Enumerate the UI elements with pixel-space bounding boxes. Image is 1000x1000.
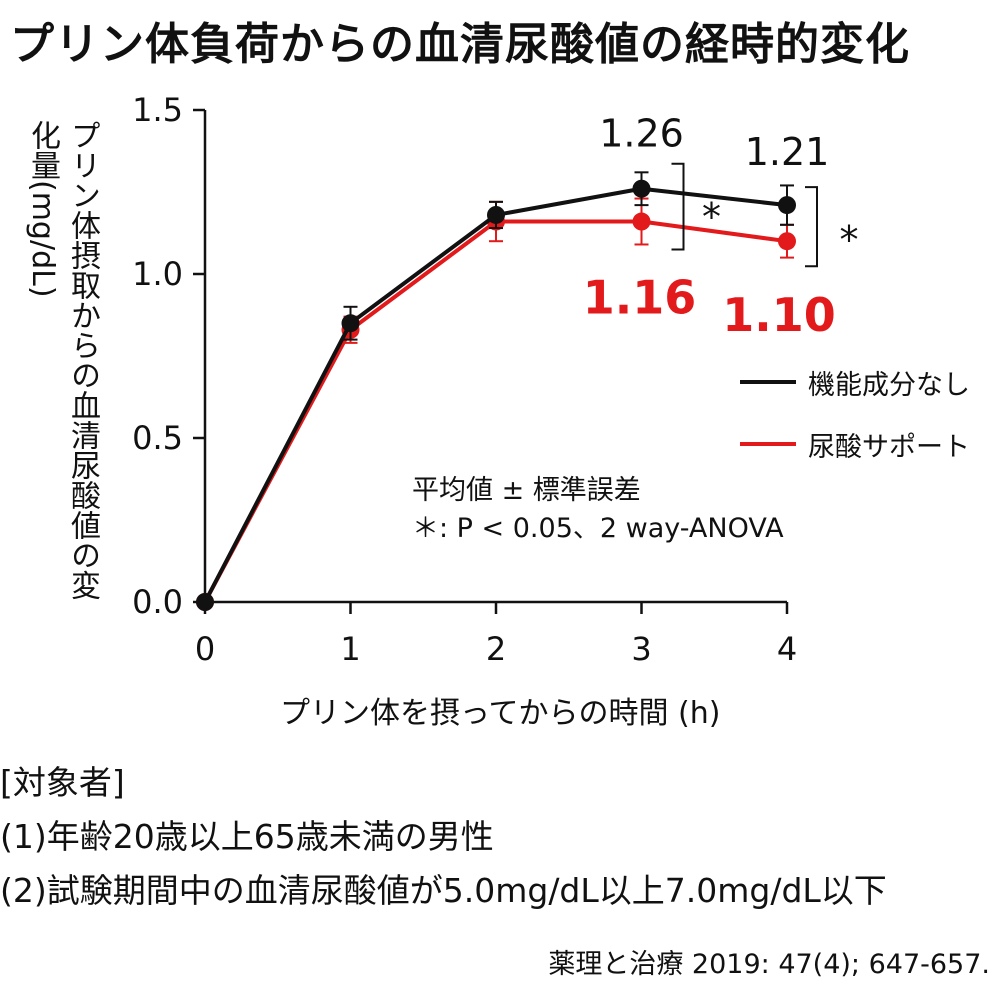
legend-swatch-control: [740, 380, 796, 384]
note-significance: ＊: P < 0.05、2 way-ANOVA: [412, 513, 784, 544]
subjects-item-2: (2)試験期間中の血清尿酸値が5.0mg/dL以上7.0mg/dL以下: [0, 871, 887, 910]
significance-bracket-1: [805, 186, 818, 268]
legend-label-control: 機能成分なし: [808, 369, 970, 401]
chart-title: プリン体負荷からの血清尿酸値の経時的変化: [10, 19, 910, 70]
data-point-0-0: [196, 593, 214, 611]
value-label-0: 1.26: [599, 112, 684, 156]
y-tick-label-3: 1.5: [132, 91, 183, 129]
significance-bracket-0: [671, 162, 685, 251]
legend: 機能成分なし 尿酸サポート: [740, 360, 970, 484]
value-label-2: 1.16: [583, 271, 697, 325]
subjects-heading: [対象者]: [0, 763, 125, 802]
data-point-0-2: [487, 205, 505, 224]
data-point-0-1: [341, 314, 360, 333]
value-label-3: 1.10: [722, 288, 836, 342]
legend-item-support: 尿酸サポート: [740, 422, 970, 466]
legend-label-support: 尿酸サポート: [808, 431, 970, 463]
data-point-0-3: [632, 179, 651, 198]
y-tick-label-0: 0.0: [132, 583, 183, 621]
significance-mark-0: *: [702, 195, 721, 239]
x-tick-label-4: 4: [777, 630, 797, 668]
data-point-0-4: [778, 196, 796, 215]
y-tick-label-1: 0.5: [132, 419, 183, 457]
note-mean-se: 平均値 ± 標準誤差: [412, 475, 641, 506]
subjects-item-1: (1)年齢20歳以上65歳未満の男性: [0, 817, 494, 856]
citation: 薬理と治療 2019: 47(4); 647-657.: [548, 949, 990, 980]
y-tick-label-2: 1.0: [132, 255, 183, 293]
chart-marks: [196, 171, 796, 611]
subjects-section: [対象者] (1)年齢20歳以上65歳未満の男性 (2)試験期間中の血清尿酸値が…: [0, 756, 887, 918]
x-axis-label: プリン体を摂ってからの時間 (h): [280, 696, 721, 731]
y-axis-label: プリン体摂取からの血清尿酸値の変化量(mg/dL): [25, 120, 100, 600]
value-label-1: 1.21: [745, 130, 830, 174]
statistics-note: 平均値 ± 標準誤差 ＊: P < 0.05、2 way-ANOVA: [412, 472, 784, 548]
legend-swatch-support: [740, 442, 796, 446]
x-tick-label-1: 1: [340, 630, 360, 668]
axes: 0.0 0.5 1.0 1.5 0 1 2 3 4: [132, 91, 797, 668]
x-tick-label-0: 0: [195, 630, 215, 668]
legend-item-control: 機能成分なし: [740, 360, 970, 404]
x-tick-label-3: 3: [631, 630, 651, 668]
data-point-1-3: [632, 212, 651, 231]
annotations: 1.26 1.211.16 1.10**: [583, 112, 859, 342]
x-tick-label-2: 2: [486, 630, 506, 668]
significance-mark-1: *: [840, 218, 859, 262]
data-point-1-4: [778, 232, 796, 251]
